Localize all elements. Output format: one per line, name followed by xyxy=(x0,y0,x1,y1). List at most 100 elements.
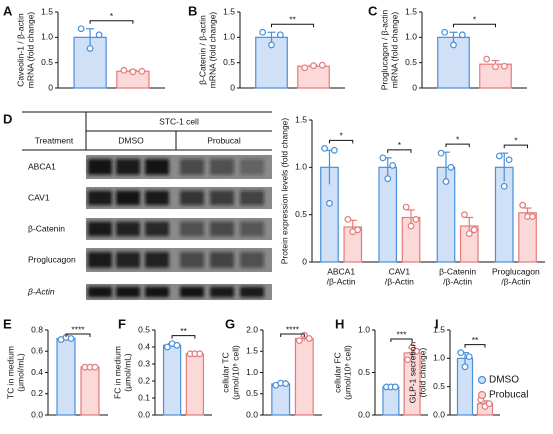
y-tick-label: 1.0 xyxy=(246,367,258,377)
western-blot: D STC-1 cell Treatment DMSO Probucal ABC… xyxy=(3,111,272,300)
y-tick-label: 1.0 xyxy=(358,324,370,334)
data-point xyxy=(391,383,399,391)
significance-bracket xyxy=(453,23,496,28)
data-point xyxy=(95,31,103,39)
blot-band xyxy=(116,159,140,175)
significance-label: * xyxy=(473,15,477,25)
significance-bracket xyxy=(387,149,412,153)
y-axis-label: (fold change) xyxy=(417,348,427,398)
significance-bracket xyxy=(464,344,486,348)
bar xyxy=(185,353,205,416)
blot-row-label: β-Actin xyxy=(27,286,55,296)
data-point xyxy=(441,28,449,36)
significance-label: * xyxy=(398,140,402,150)
bar xyxy=(271,383,291,416)
blot-band xyxy=(145,221,169,237)
significance-label: * xyxy=(456,134,460,144)
data-point xyxy=(321,144,328,152)
significance-label: ** xyxy=(472,335,479,345)
panel-letter: D xyxy=(3,111,12,126)
data-point xyxy=(120,66,128,74)
y-tick-label: 0.5 xyxy=(405,57,417,67)
significance-bracket xyxy=(65,333,91,337)
y-tick-label: 1.5 xyxy=(433,324,445,334)
data-point xyxy=(483,55,491,63)
data-point xyxy=(344,215,352,223)
y-axis-label: GLP-1 secretion xyxy=(407,342,417,404)
y-axis-label: (μmol/mL) xyxy=(15,353,25,392)
legend-marker xyxy=(477,375,487,385)
data-point xyxy=(460,211,468,219)
y-tick-label: 1.5 xyxy=(295,114,307,124)
data-point xyxy=(519,201,527,209)
y-tick-label: 1.0 xyxy=(223,32,235,42)
y-axis-label: Proglucagon / β-actin xyxy=(379,9,389,90)
y-tick-label: 0.3 xyxy=(138,358,150,368)
data-point xyxy=(163,343,171,351)
y-tick-label: 0 xyxy=(412,82,417,92)
y-axis-label: β-Catenin / β-actin xyxy=(197,15,207,85)
y-tick-label: 0.5 xyxy=(358,367,370,377)
panel-letter: E xyxy=(3,316,12,331)
data-point xyxy=(413,347,420,355)
blot-band xyxy=(210,190,234,206)
panel-letter: C xyxy=(368,3,378,18)
y-tick-label: 0.5 xyxy=(41,57,53,67)
data-point xyxy=(384,175,392,183)
bar xyxy=(437,36,470,89)
blot-band xyxy=(145,286,169,298)
y-axis-label: cellular FC xyxy=(332,352,342,393)
data-point xyxy=(505,156,513,164)
blot-band xyxy=(180,190,204,206)
y-tick-label: 0.1 xyxy=(138,392,150,402)
blot-band xyxy=(88,190,112,206)
data-point xyxy=(282,380,290,387)
data-point xyxy=(259,28,267,36)
bar xyxy=(382,386,400,416)
blot-band xyxy=(240,252,264,268)
blot-band xyxy=(116,252,140,268)
data-point xyxy=(485,400,493,408)
x-tick-label: /β-Actin xyxy=(443,276,472,286)
data-point xyxy=(450,41,457,49)
y-tick-label: 0.0 xyxy=(433,409,445,419)
data-point xyxy=(389,162,397,169)
data-point xyxy=(196,350,204,358)
blot-band xyxy=(180,286,204,298)
bar xyxy=(56,337,76,416)
data-point xyxy=(354,226,362,234)
data-point xyxy=(91,363,99,371)
y-tick-label: 0.6 xyxy=(31,346,43,356)
data-point xyxy=(492,63,499,71)
data-point xyxy=(173,341,181,349)
data-point xyxy=(500,62,508,70)
y-tick-label: 0.2 xyxy=(31,388,43,398)
significance-bracket xyxy=(271,23,314,28)
significance-bracket xyxy=(503,144,529,149)
y-tick-label: 0.0 xyxy=(246,409,258,419)
data-point xyxy=(470,226,478,234)
blot-band xyxy=(240,159,264,175)
panel-letter: B xyxy=(188,3,197,18)
blot-band xyxy=(210,159,234,175)
data-point xyxy=(138,67,146,75)
legend-marker xyxy=(477,390,487,400)
y-tick-label: 0.0 xyxy=(138,409,150,419)
significance-bracket xyxy=(171,335,196,339)
y-tick-label: 1.5 xyxy=(223,6,235,16)
data-point xyxy=(500,182,508,190)
blot-band xyxy=(116,190,140,206)
data-point xyxy=(407,222,415,230)
y-tick-label: 1.0 xyxy=(295,162,307,172)
x-tick-label: ABCA1 xyxy=(327,266,355,276)
cell-label: STC-1 cell xyxy=(159,116,199,126)
y-tick-label: 0.0 xyxy=(31,409,43,419)
blot-band xyxy=(240,190,264,206)
blot-band xyxy=(88,286,112,298)
blot-row-label: Proglucagon xyxy=(28,254,76,264)
x-tick-label: Proglucagon xyxy=(492,266,540,276)
data-point xyxy=(437,149,445,157)
y-tick-label: 0.5 xyxy=(223,57,235,67)
data-point xyxy=(301,64,309,72)
